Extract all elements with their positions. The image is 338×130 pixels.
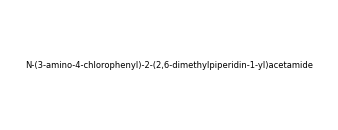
Text: N-(3-amino-4-chlorophenyl)-2-(2,6-dimethylpiperidin-1-yl)acetamide: N-(3-amino-4-chlorophenyl)-2-(2,6-dimeth… (25, 60, 313, 70)
